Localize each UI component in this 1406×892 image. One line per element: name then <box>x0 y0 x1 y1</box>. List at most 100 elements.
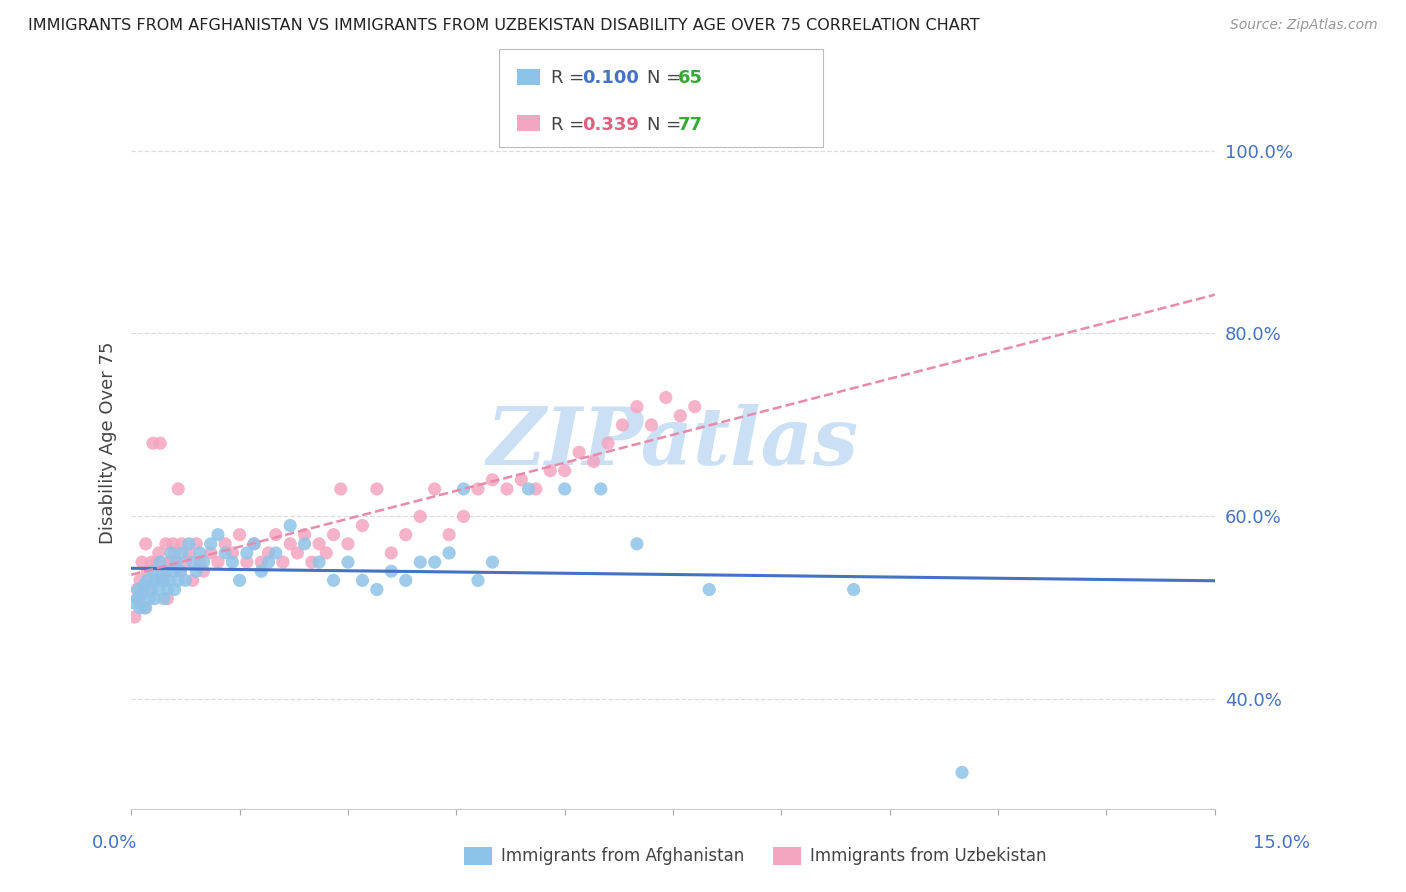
Point <box>136 564 159 578</box>
Point <box>131 587 153 601</box>
Point <box>221 555 243 569</box>
Point <box>496 482 519 496</box>
Point <box>177 537 200 551</box>
Point <box>141 555 163 569</box>
Point <box>124 610 146 624</box>
Point <box>423 482 446 496</box>
Point <box>437 527 460 541</box>
Point <box>301 555 323 569</box>
Point <box>155 564 177 578</box>
Point <box>134 578 156 592</box>
Point <box>156 582 179 597</box>
Point <box>145 555 167 569</box>
Point <box>160 555 183 569</box>
Point <box>423 555 446 569</box>
Point <box>162 537 184 551</box>
Point <box>163 582 186 597</box>
Text: 0.339: 0.339 <box>582 116 638 134</box>
Point <box>589 482 612 496</box>
Point <box>467 574 489 588</box>
Point <box>409 509 432 524</box>
Text: ZIPatlas: ZIPatlas <box>486 404 859 482</box>
Point <box>135 537 157 551</box>
Point <box>236 546 259 560</box>
Point <box>257 555 280 569</box>
Point <box>640 417 662 432</box>
Point <box>582 454 605 468</box>
Point <box>170 546 193 560</box>
Point <box>131 555 153 569</box>
Point <box>135 600 157 615</box>
Point <box>200 537 222 551</box>
Point <box>568 445 591 459</box>
Point <box>409 555 432 569</box>
Point <box>193 564 215 578</box>
Point <box>138 591 160 606</box>
Point <box>170 537 193 551</box>
Point <box>157 574 180 588</box>
Point <box>186 564 208 578</box>
Point <box>322 527 344 541</box>
Point <box>129 600 152 615</box>
Point <box>169 564 191 578</box>
Point <box>352 574 374 588</box>
Text: 65: 65 <box>678 70 703 87</box>
Text: IMMIGRANTS FROM AFGHANISTAN VS IMMIGRANTS FROM UZBEKISTAN DISABILITY AGE OVER 75: IMMIGRANTS FROM AFGHANISTAN VS IMMIGRANT… <box>28 18 980 33</box>
Text: R =: R = <box>551 70 591 87</box>
Point <box>236 555 259 569</box>
Point <box>127 591 149 606</box>
Point <box>157 555 180 569</box>
Text: N =: N = <box>647 70 686 87</box>
Point <box>626 400 648 414</box>
Point <box>352 518 374 533</box>
Point <box>554 464 576 478</box>
Point <box>481 555 503 569</box>
Point <box>165 555 187 569</box>
Point <box>287 546 309 560</box>
Point <box>200 546 222 560</box>
Point <box>143 591 166 606</box>
Point <box>125 582 148 597</box>
Point <box>155 537 177 551</box>
Point <box>167 574 190 588</box>
Point <box>214 537 236 551</box>
Point <box>437 546 460 560</box>
Point <box>163 546 186 560</box>
Point <box>152 591 174 606</box>
Point <box>655 391 678 405</box>
Text: Immigrants from Afghanistan: Immigrants from Afghanistan <box>501 847 744 865</box>
Point <box>136 574 159 588</box>
Point <box>278 537 301 551</box>
Point <box>612 417 634 432</box>
Point <box>167 482 190 496</box>
Point <box>152 574 174 588</box>
Point <box>124 596 146 610</box>
Text: Source: ZipAtlas.com: Source: ZipAtlas.com <box>1230 18 1378 32</box>
Point <box>250 555 273 569</box>
Point <box>162 564 184 578</box>
Point <box>186 537 208 551</box>
Point <box>127 582 149 597</box>
Point <box>453 509 475 524</box>
Point <box>138 582 160 597</box>
Point <box>336 555 359 569</box>
Point <box>125 591 148 606</box>
Point <box>148 582 170 597</box>
Point <box>243 537 266 551</box>
Point <box>169 564 191 578</box>
Point <box>329 482 352 496</box>
Point <box>380 564 402 578</box>
Point <box>193 555 215 569</box>
Point <box>141 582 163 597</box>
Point <box>596 436 619 450</box>
Point <box>264 527 287 541</box>
Point <box>336 537 359 551</box>
Point <box>149 436 172 450</box>
Point <box>950 765 973 780</box>
Point <box>221 546 243 560</box>
Point <box>257 546 280 560</box>
Point <box>669 409 692 423</box>
Point <box>481 473 503 487</box>
Point <box>150 564 173 578</box>
Text: R =: R = <box>551 116 591 134</box>
